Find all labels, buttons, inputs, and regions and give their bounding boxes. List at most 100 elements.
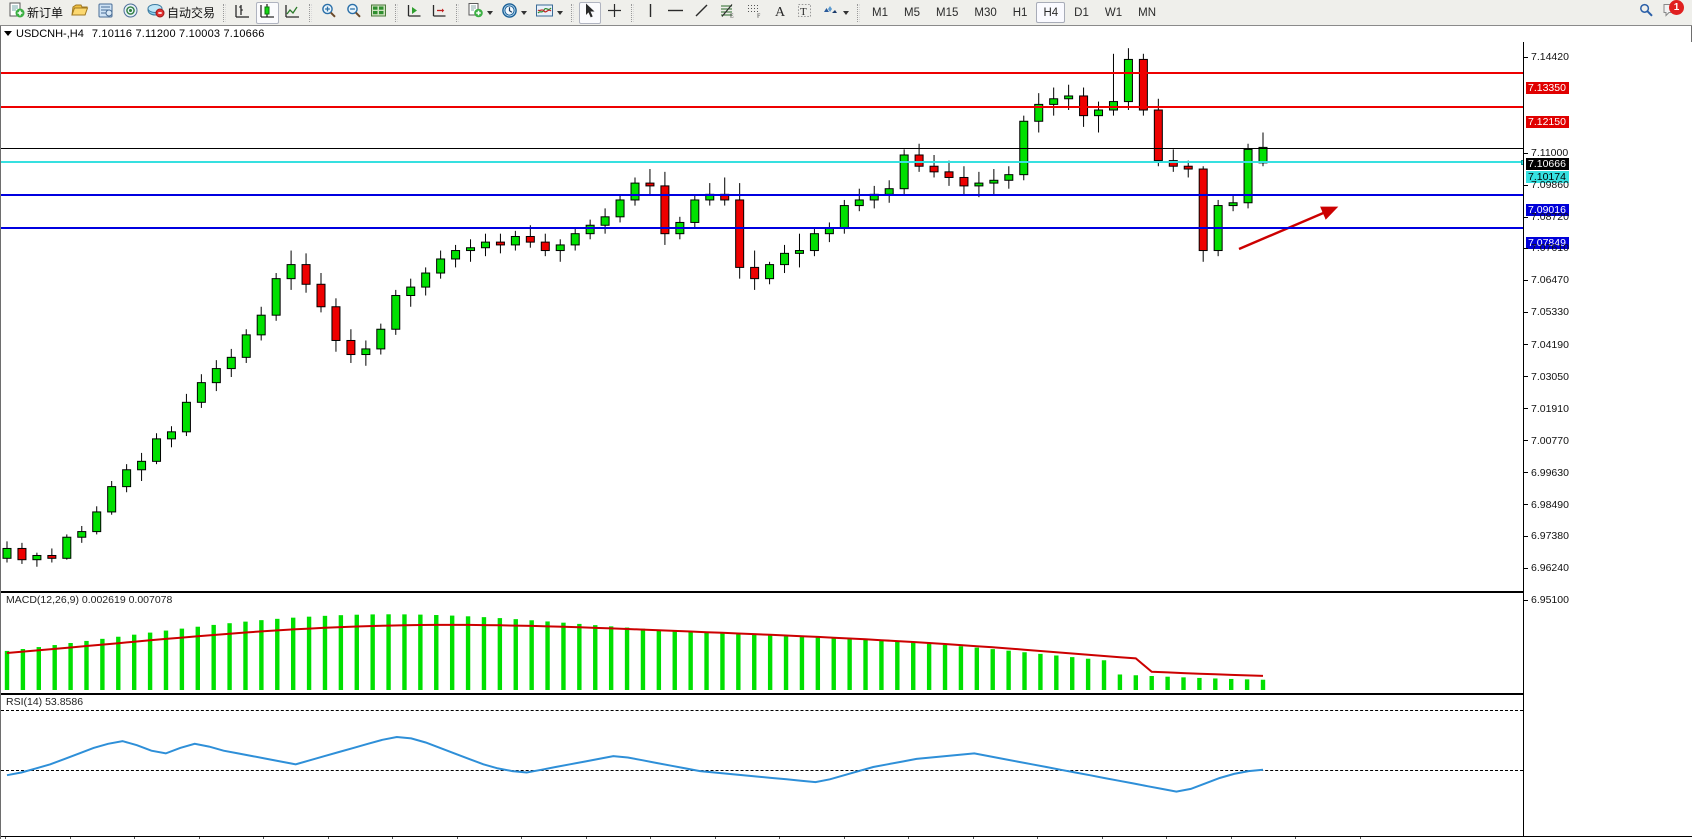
label-tool-button[interactable]: T [793, 2, 816, 24]
price-axis-tick: 7.09860 [1524, 180, 1569, 191]
price-line-support[interactable] [1, 226, 1523, 229]
time-axis-separator [456, 837, 458, 839]
crosshair-icon [606, 2, 623, 24]
bar-chart-button[interactable] [231, 2, 254, 24]
zoom-in-button[interactable] [317, 2, 340, 24]
search-button[interactable] [1635, 2, 1657, 24]
candlestick-chart-button[interactable] [256, 1, 280, 24]
time-axis-separator [5, 837, 6, 839]
timeframe-mn[interactable]: MN [1138, 6, 1156, 19]
price-line-ask[interactable] [1, 147, 1523, 149]
time-axis-separator [327, 837, 329, 839]
navigator-button[interactable] [119, 2, 142, 24]
timeframe-m30[interactable]: M30 [974, 6, 997, 19]
price-line-bid[interactable] [1, 160, 1523, 166]
crosshair-tool-button[interactable] [603, 2, 626, 24]
timeframe-m15[interactable]: M15 [936, 6, 959, 19]
timeframe-w1[interactable]: W1 [1104, 6, 1123, 19]
annotation-layer [1238, 206, 1339, 251]
time-axis-separator [521, 837, 522, 839]
chevron-down-icon[interactable] [843, 10, 850, 15]
price-axis-tick: 7.01910 [1524, 403, 1569, 415]
chevron-down-icon[interactable] [4, 31, 12, 36]
price-axis-tick: 7.03050 [1524, 371, 1569, 383]
zoom-out-icon [345, 2, 362, 24]
grid-icon [370, 2, 387, 24]
period-button[interactable] [498, 2, 530, 24]
horizontal-line-tool-button[interactable] [663, 2, 688, 24]
time-axis-separator [714, 837, 716, 839]
new-order-icon [8, 2, 25, 24]
macd-pane[interactable] [1, 592, 1523, 692]
price-axis-badge: 7.13350 [1526, 82, 1569, 95]
cursor-icon [583, 2, 598, 24]
notification-button[interactable]: 1 [1659, 0, 1684, 24]
price-axis-tick: 7.06470 [1524, 275, 1569, 286]
rsi-pane[interactable] [1, 694, 1523, 836]
timeframe-d1[interactable]: D1 [1074, 6, 1089, 19]
cursor-tool-button[interactable] [579, 1, 602, 24]
price-axis-tick: 7.08720 [1524, 212, 1569, 223]
time-axis-separator [585, 837, 587, 839]
line-chart-button[interactable] [281, 2, 304, 24]
data-window-button[interactable] [94, 2, 117, 24]
chevron-down-icon[interactable] [487, 10, 494, 15]
trendline-tool-button[interactable] [690, 2, 713, 24]
toolbar-separator [456, 3, 460, 22]
price-axis-tick: 6.98490 [1524, 499, 1569, 511]
toolbar-separator [857, 3, 861, 22]
rsi-series [6, 735, 1264, 793]
rsi-level-50 [1, 770, 1523, 771]
price-axis-badge: 7.07849 [1526, 236, 1569, 249]
label-icon: T [796, 2, 813, 24]
price-line-anchor[interactable] [1521, 160, 1523, 166]
rsi-level-80 [1, 710, 1523, 711]
fibonacci-tool-button[interactable]: E [715, 2, 740, 24]
time-axis-separator [1101, 837, 1103, 839]
autotrading-button[interactable]: 自动交易 [144, 2, 218, 24]
price-pane[interactable] [1, 42, 1523, 585]
auto-scroll-button[interactable] [403, 2, 426, 24]
expert-advisors-button[interactable] [68, 2, 92, 24]
time-axis-separator [1230, 837, 1232, 839]
price-axis[interactable]: 7.14420 7.13350 7.12150 7.11000 7.10666 7.101… [1523, 42, 1692, 836]
svg-text:A: A [775, 5, 786, 19]
indicators-button[interactable] [532, 2, 566, 24]
chart-shift-button[interactable] [428, 2, 451, 24]
shapes-tool-button[interactable] [818, 2, 852, 24]
price-line-resistance[interactable] [1, 72, 1523, 75]
grid-button[interactable] [367, 2, 390, 24]
chart-window[interactable]: USDCNH-,H4 7.10116 7.11200 7.10003 7.106… [0, 26, 1692, 839]
text-tool-button[interactable]: A [769, 2, 791, 24]
time-axis[interactable]: 15 May 202316 May 00:0016 May 16:0017 Ma… [1, 836, 1692, 839]
fibonacci-icon: E [718, 2, 737, 24]
toolbar-separator [571, 3, 575, 22]
price-line-resistance[interactable] [1, 105, 1523, 108]
timeframe-h4[interactable]: H4 [1036, 2, 1066, 23]
zoom-in-icon [320, 2, 337, 24]
zoom-out-button[interactable] [342, 2, 365, 24]
price-axis-tick: 6.96240 [1524, 562, 1569, 574]
bar-chart-icon [234, 2, 251, 24]
vertical-line-tool-button[interactable] [639, 2, 661, 24]
channel-icon: F [745, 2, 764, 24]
chevron-down-icon[interactable] [557, 10, 564, 15]
chevron-down-icon[interactable] [521, 10, 528, 15]
candlestick-icon [259, 2, 276, 24]
new-order-button[interactable]: 新订单 [5, 2, 66, 24]
price-axis-tick: 7.05330 [1524, 307, 1569, 318]
auto-scroll-icon [406, 2, 423, 24]
price-line-support[interactable] [1, 193, 1523, 196]
time-axis-separator [972, 837, 974, 839]
new-chart-button[interactable] [464, 2, 496, 24]
new-chart-icon [467, 2, 484, 24]
channel-tool-button[interactable]: F [742, 2, 767, 24]
horizontal-line-icon [666, 2, 685, 24]
toolbar-separator [395, 3, 399, 22]
timeframe-m5[interactable]: M5 [904, 6, 920, 19]
time-axis-separator [134, 837, 135, 839]
svg-text:F: F [757, 13, 761, 19]
timeframe-m1[interactable]: M1 [872, 6, 889, 19]
time-axis-separator [908, 837, 909, 839]
timeframe-h1[interactable]: H1 [1012, 6, 1028, 19]
